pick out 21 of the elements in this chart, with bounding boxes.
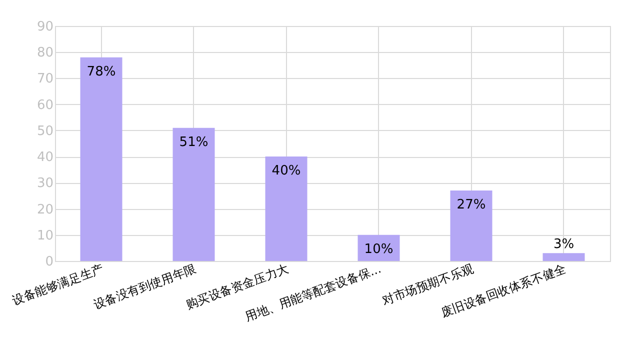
y-tick-label: 20	[36, 202, 54, 218]
y-tick-label: 80	[36, 46, 54, 61]
data-label: 78%	[86, 64, 116, 80]
y-tick-label: 30	[36, 176, 54, 192]
bar	[265, 156, 308, 261]
y-tick-label: 40	[36, 150, 54, 166]
y-tick-label: 0	[45, 254, 54, 270]
data-label: 51%	[179, 134, 208, 150]
y-tick-label: 50	[36, 124, 54, 139]
bar	[450, 190, 492, 261]
data-label: 40%	[272, 164, 301, 179]
bar	[542, 253, 585, 261]
bar	[172, 128, 215, 261]
y-tick-label: 10	[36, 228, 54, 244]
y-tick-label: 90	[36, 20, 54, 34]
data-label: 3%	[553, 237, 574, 252]
data-label: 10%	[364, 242, 394, 257]
data-label: 27%	[456, 198, 486, 212]
bar	[80, 57, 122, 261]
y-tick-label: 70	[36, 72, 54, 87]
y-tick-label: 60	[36, 98, 54, 113]
